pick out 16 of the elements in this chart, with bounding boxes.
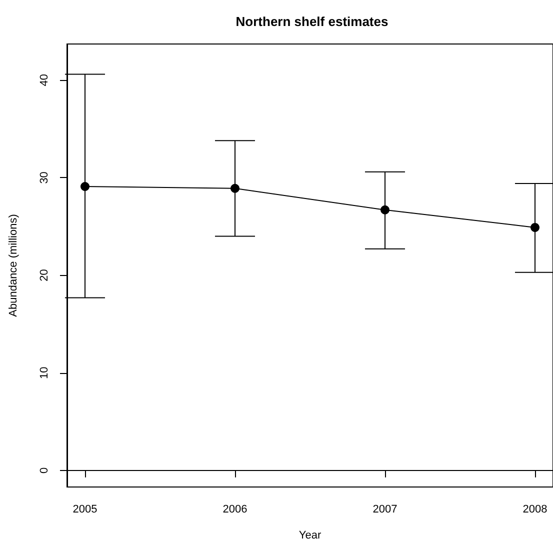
y-tick-label: 30 (38, 172, 50, 184)
x-tick-label: 2005 (72, 504, 98, 516)
y-tick-label: 40 (38, 74, 50, 86)
y-axis-title: Abundance (millions) (8, 214, 20, 317)
x-tick-label: 2006 (222, 504, 248, 516)
x-tick-label: 2007 (372, 504, 398, 516)
point (530, 222, 540, 232)
point (230, 184, 240, 193)
y-tick-label: 0 (38, 467, 50, 474)
chart-title: Northern shelf estimates (236, 14, 388, 29)
point (380, 205, 390, 214)
x-axis-title: Year (298, 530, 322, 542)
y-tick-label: 20 (38, 269, 50, 282)
point (80, 182, 90, 191)
x-tick-label: 2008 (522, 504, 548, 516)
y-tick-label: 10 (38, 366, 50, 379)
